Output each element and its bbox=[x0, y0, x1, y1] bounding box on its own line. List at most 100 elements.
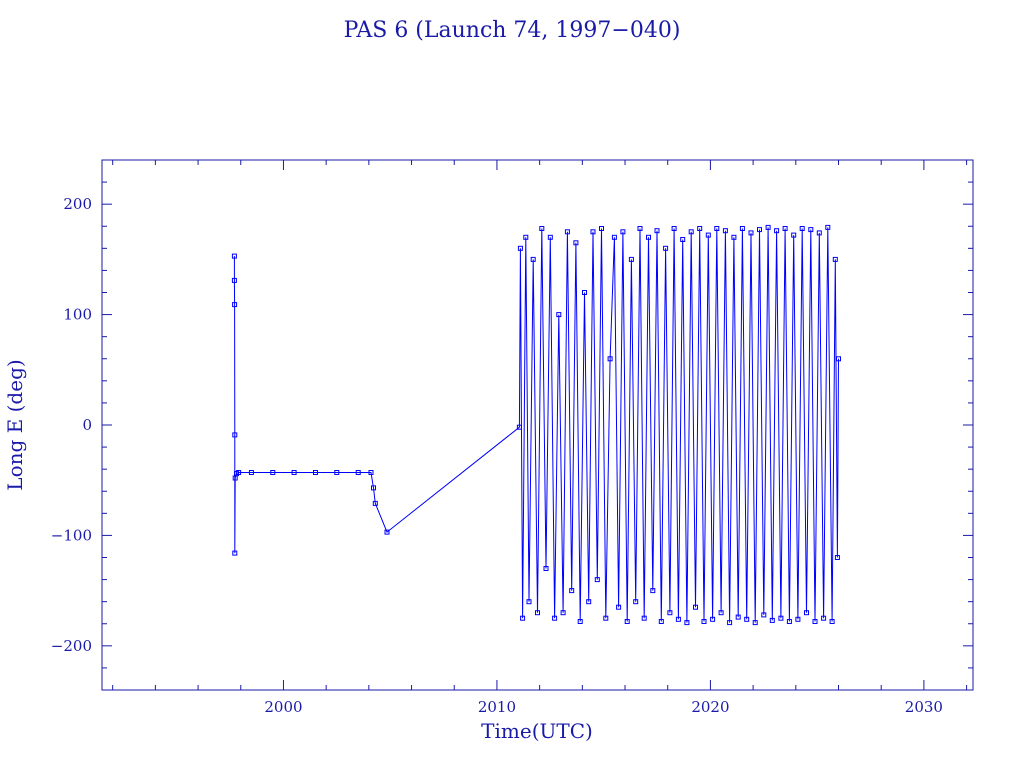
data-point bbox=[646, 234, 651, 240]
data-point bbox=[371, 485, 376, 491]
data-point bbox=[526, 599, 532, 605]
data-point bbox=[718, 610, 724, 616]
data-point bbox=[560, 610, 566, 616]
data-point bbox=[552, 615, 558, 621]
data-point bbox=[680, 237, 686, 242]
data-point bbox=[671, 226, 677, 231]
y-tick-label: −100 bbox=[51, 526, 92, 544]
data-point bbox=[637, 226, 643, 231]
data-point bbox=[744, 616, 750, 622]
y-tick-label: −200 bbox=[51, 637, 92, 655]
data-point bbox=[829, 619, 835, 624]
data-point bbox=[731, 234, 737, 240]
data-point bbox=[270, 470, 276, 475]
data-point bbox=[765, 224, 771, 230]
data-point bbox=[697, 226, 703, 231]
data-point bbox=[832, 256, 838, 262]
data-point bbox=[761, 612, 767, 618]
series-layer bbox=[231, 224, 841, 626]
y-tick-label: 200 bbox=[63, 195, 92, 213]
data-point bbox=[812, 619, 818, 624]
data-point bbox=[675, 616, 681, 622]
data-point bbox=[564, 229, 570, 235]
data-point bbox=[701, 619, 707, 624]
data-point bbox=[684, 620, 690, 626]
data-point bbox=[590, 229, 596, 235]
data-point bbox=[633, 599, 639, 605]
y-tick-label: 0 bbox=[82, 416, 92, 434]
data-point bbox=[334, 470, 340, 475]
x-axis-label: Time(UTC) bbox=[481, 719, 593, 743]
data-point bbox=[795, 616, 801, 622]
data-point bbox=[705, 232, 711, 238]
data-point bbox=[774, 228, 780, 234]
data-point bbox=[530, 256, 536, 262]
data-point bbox=[722, 228, 728, 234]
axis-ticks bbox=[102, 159, 973, 691]
data-point bbox=[231, 277, 237, 283]
chart-title: PAS 6 (Launch 74, 1997−040) bbox=[344, 18, 681, 43]
data-point bbox=[658, 619, 664, 624]
data-point bbox=[786, 619, 792, 624]
data-point bbox=[710, 616, 716, 622]
y-tick-label: 100 bbox=[63, 306, 92, 324]
data-point bbox=[516, 424, 522, 430]
data-point bbox=[769, 617, 775, 623]
data-point bbox=[752, 620, 758, 626]
data-point bbox=[834, 555, 840, 560]
x-tick-label: 2020 bbox=[691, 698, 729, 716]
data-point bbox=[816, 230, 822, 236]
data-point bbox=[607, 356, 613, 362]
data-point bbox=[232, 432, 238, 438]
data-point bbox=[628, 256, 634, 262]
data-point bbox=[693, 604, 698, 610]
y-axis-label: Long E (deg) bbox=[3, 359, 27, 490]
data-point bbox=[825, 224, 831, 230]
x-tick-label: 2030 bbox=[905, 698, 943, 716]
data-point bbox=[757, 227, 762, 233]
data-point bbox=[821, 615, 827, 621]
data-point bbox=[291, 470, 297, 475]
data-point bbox=[808, 227, 814, 233]
data-point bbox=[582, 290, 587, 295]
data-point bbox=[368, 470, 374, 475]
data-point bbox=[577, 619, 583, 624]
tick-labels: 2000 2010 2020 2030 −200 −100 0 100 200 bbox=[51, 195, 943, 716]
data-point bbox=[313, 470, 318, 475]
data-point bbox=[556, 312, 562, 318]
data-point bbox=[543, 566, 549, 571]
data-point bbox=[248, 470, 254, 475]
data-point bbox=[799, 226, 805, 231]
data-point bbox=[804, 610, 809, 616]
data-point bbox=[616, 604, 622, 610]
data-point bbox=[688, 229, 694, 235]
data-point bbox=[535, 610, 540, 616]
data-point bbox=[586, 599, 592, 605]
data-point bbox=[384, 529, 390, 535]
data-point bbox=[620, 229, 626, 235]
data-point bbox=[727, 620, 733, 626]
data-point bbox=[355, 470, 361, 475]
data-point bbox=[603, 615, 609, 621]
data-point bbox=[594, 577, 600, 583]
data-point bbox=[714, 226, 720, 231]
data-point bbox=[611, 234, 617, 240]
data-point bbox=[520, 615, 526, 621]
data-point bbox=[748, 230, 754, 236]
x-tick-label: 2010 bbox=[478, 698, 516, 716]
data-point bbox=[599, 226, 604, 231]
data-point bbox=[523, 234, 529, 240]
data-point bbox=[739, 226, 745, 231]
data-point bbox=[236, 470, 242, 475]
data-point bbox=[539, 226, 545, 231]
data-point bbox=[517, 245, 523, 251]
data-point bbox=[232, 550, 238, 556]
data-point bbox=[836, 356, 841, 362]
data-point bbox=[231, 253, 237, 259]
data-point bbox=[782, 226, 788, 231]
data-point bbox=[372, 500, 378, 506]
data-point bbox=[735, 614, 741, 620]
data-point bbox=[791, 232, 797, 238]
data-point bbox=[624, 619, 630, 624]
